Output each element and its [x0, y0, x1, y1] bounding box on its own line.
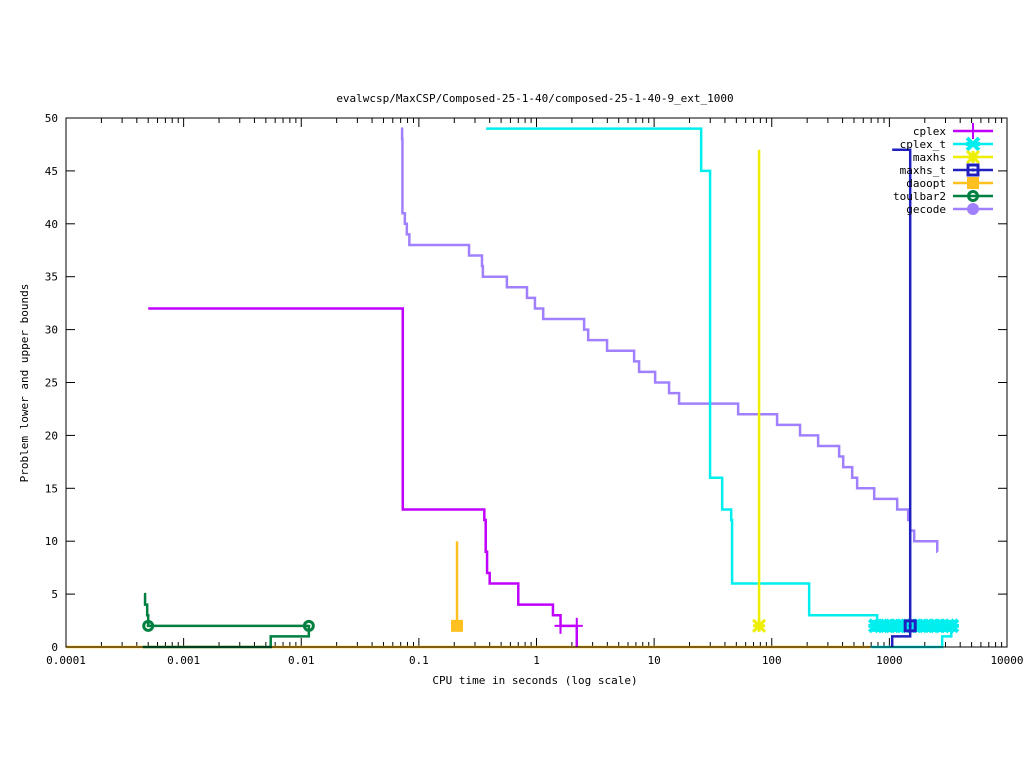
y-tick-label: 20 — [45, 429, 58, 442]
legend-daoopt-marker-shape — [967, 177, 979, 189]
toulbar2-marker-shape — [302, 619, 315, 632]
x-tick-label: 10 — [648, 654, 661, 667]
x-tick-label: 0.001 — [167, 654, 200, 667]
cplex_t-upper-bound-line — [486, 127, 952, 628]
legend-item-daoopt: daoopt — [906, 177, 993, 190]
legend-label: cplex — [913, 125, 946, 138]
x-tick-label: 0.0001 — [46, 654, 86, 667]
cplex-marker — [554, 617, 567, 634]
y-tick-label: 45 — [45, 165, 58, 178]
x-tick-label: 1 — [533, 654, 540, 667]
x-tick-label: 0.1 — [409, 654, 429, 667]
legend-daoopt-marker — [967, 177, 979, 189]
cplex_t-marker — [944, 618, 960, 634]
series-daoopt — [66, 541, 871, 649]
series-cplex_t — [486, 127, 960, 649]
legend-toulbar2-marker-shape — [967, 190, 979, 202]
toulbar2-lower-bound-line — [142, 625, 311, 649]
maxhs_t-marker-shape — [903, 619, 917, 633]
y-axis-label: Problem lower and upper bounds — [18, 284, 31, 483]
plot-area — [66, 127, 960, 649]
toulbar2-upper-bound-line — [143, 592, 309, 628]
toulbar2-marker-dot — [307, 624, 311, 627]
legend-label: cplex_t — [900, 138, 946, 151]
toulbar2-marker-dot — [146, 624, 150, 627]
chart-title: evalwcsp/MaxCSP/Composed-25-1-40/compose… — [336, 92, 733, 105]
cplex-upper-bound-line — [148, 307, 577, 628]
series-maxhs — [751, 149, 767, 633]
legend-gecode-marker-shape — [967, 203, 979, 215]
toulbar2-marker-shape — [142, 619, 155, 632]
maxhs-marker — [751, 618, 767, 633]
legend: cplexcplex_tmaxhsmaxhs_tdaoopttoulbar2ge… — [893, 123, 993, 216]
series-cplex — [148, 307, 583, 647]
legend-item-cplex: cplex — [913, 123, 993, 139]
legend-maxhs_t-marker — [966, 163, 980, 177]
y-tick-label: 10 — [45, 535, 58, 548]
legend-label: toulbar2 — [893, 190, 946, 203]
daoopt-marker — [451, 619, 464, 632]
toulbar2-marker — [142, 619, 155, 632]
y-tick-label: 30 — [45, 324, 58, 337]
y-tick-label: 35 — [45, 271, 58, 284]
y-tick-label: 50 — [45, 112, 58, 125]
maxhs_t-marker-dot — [908, 624, 912, 628]
plot-border — [65, 117, 1008, 648]
legend-label: maxhs — [913, 151, 946, 164]
legend-gecode-marker — [967, 203, 979, 215]
legend-label: gecode — [906, 203, 946, 216]
series-maxhs_t — [890, 148, 917, 647]
y-tick-label: 0 — [51, 641, 58, 654]
legend-maxhs-marker — [965, 149, 981, 165]
x-axis-label: CPU time in seconds (log scale) — [432, 674, 637, 687]
axes: 0.0001 0.001 0.01 0.1 1 10 100 1000 10000 0 5 10 15 2… — [45, 112, 1024, 667]
legend-item-cplex_t: cplex_t — [900, 136, 993, 152]
x-tick-label: 100 — [762, 654, 782, 667]
series-toulbar2 — [142, 592, 315, 649]
legend-maxhs_t-marker-shape — [966, 163, 980, 177]
cplex-marker — [570, 617, 583, 634]
legend-toulbar2-marker-dot — [971, 195, 975, 197]
y-tick-label: 5 — [51, 588, 58, 601]
toulbar2-marker — [302, 619, 315, 632]
x-tick-label: 1000 — [876, 654, 903, 667]
gecode-upper-bound-line — [400, 127, 939, 554]
legend-cplex-marker — [967, 123, 979, 139]
y-tick-label: 15 — [45, 482, 58, 495]
legend-item-toulbar2: toulbar2 — [893, 190, 993, 203]
series-gecode — [400, 127, 939, 554]
legend-cplex_t-marker — [965, 136, 981, 152]
legend-label: maxhs_t — [900, 164, 946, 177]
daoopt-marker-shape — [451, 619, 464, 632]
legend-item-gecode: gecode — [906, 203, 993, 216]
y-tick-label: 40 — [45, 218, 58, 231]
x-tick-label: 0.01 — [288, 654, 315, 667]
legend-maxhs_t-marker-dot — [971, 168, 975, 172]
legend-item-maxhs_t: maxhs_t — [900, 163, 993, 177]
maxhs_t-upper-bound-line — [892, 148, 912, 626]
legend-label: daoopt — [906, 177, 946, 190]
x-tick-label: 10000 — [990, 654, 1023, 667]
legend-item-maxhs: maxhs — [913, 149, 993, 165]
legend-toulbar2-marker — [967, 190, 979, 202]
maxhs_t-marker — [903, 619, 917, 633]
y-tick-label: 25 — [45, 377, 58, 390]
